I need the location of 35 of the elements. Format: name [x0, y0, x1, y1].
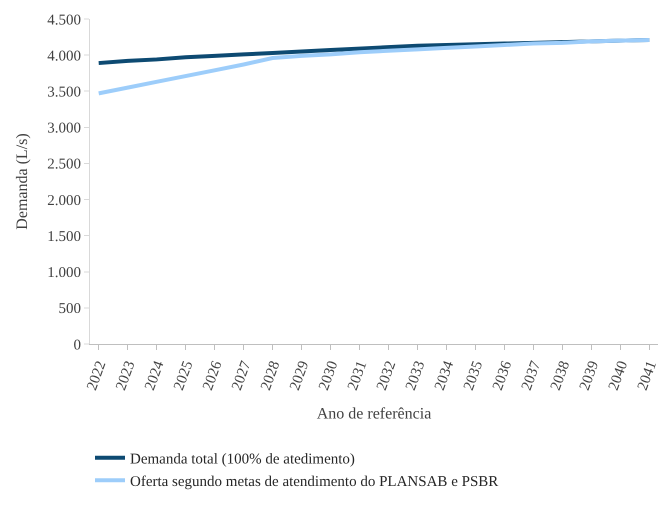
line-series [96, 38, 652, 96]
x-tick-label: 2037 [518, 358, 544, 393]
x-tick-label: 2033 [402, 358, 428, 393]
x-tick-label: 2025 [171, 358, 196, 393]
x-tick-label: 2032 [374, 358, 400, 393]
x-axis-title: Ano de referência [316, 405, 432, 422]
x-tick-label: 2026 [200, 358, 226, 393]
x-tick-label: 2039 [576, 358, 602, 393]
y-tick-label: 1.000 [47, 265, 81, 282]
x-tick-label: 2041 [634, 358, 660, 393]
y-tick-label: 2.500 [47, 156, 81, 173]
x-tick-label: 2038 [548, 358, 574, 393]
legend-label: Demanda total (100% de atedimento) [130, 452, 355, 468]
x-tick-label: 2036 [490, 358, 516, 393]
y-tick-label: 0 [74, 337, 81, 354]
y-tick-label: 2.000 [47, 192, 81, 209]
x-tick-label: 2024 [142, 358, 168, 393]
y-tick-label: 4.000 [47, 48, 81, 64]
y-tick-label: 3.500 [47, 84, 81, 100]
x-tick-label: 2027 [229, 358, 255, 393]
x-tick-label: 2035 [460, 358, 486, 393]
x-tick-label: 2030 [316, 358, 342, 393]
x-tick-label: 2028 [258, 358, 284, 393]
y-tick-label: 3.000 [47, 120, 81, 137]
x-tick-label: 2023 [113, 358, 138, 393]
y-axis-title: Demanda (L/s) [14, 133, 32, 230]
x-tick-label: 2029 [287, 358, 312, 393]
x-tick-label: 2031 [345, 358, 370, 393]
x-tick-label: 2040 [606, 358, 632, 393]
y-tick-label: 500 [58, 301, 81, 318]
y-tick-label: 1.500 [47, 228, 81, 245]
x-tick-label: 2022 [84, 358, 110, 393]
y-tick-label: 4.500 [47, 12, 81, 28]
x-tick-label: 2034 [432, 358, 458, 393]
legend-label: Oferta segundo metas de atendimento do PLANSAB e PSBR [130, 474, 498, 490]
